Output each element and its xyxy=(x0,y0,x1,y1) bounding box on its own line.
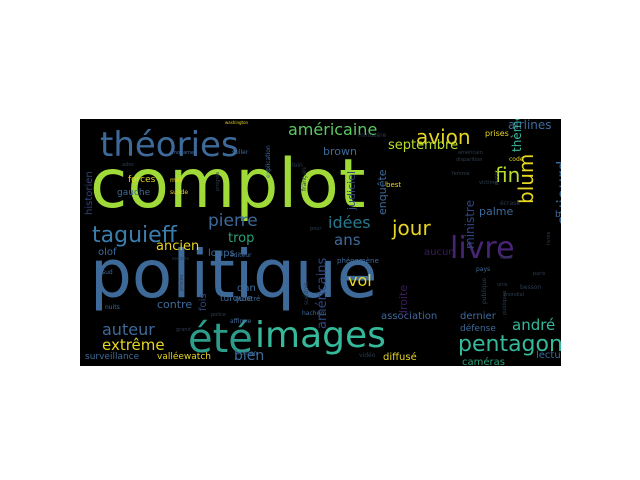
cloud-word: historien xyxy=(84,171,95,215)
cloud-word: livres xyxy=(546,231,552,245)
cloud-word: extrême xyxy=(102,336,165,354)
cloud-word: suédois xyxy=(303,282,310,305)
cloud-word: procès xyxy=(178,274,185,291)
cloud-word: caméras xyxy=(462,356,505,366)
word-cloud-panel: complot politique été images théories livre ta… xyxy=(80,119,561,366)
cloud-word: washington xyxy=(225,120,249,125)
cloud-word: taguieff xyxy=(92,223,178,248)
cloud-word: lecture xyxy=(536,350,561,361)
cloud-word: théories xyxy=(100,125,239,165)
cloud-word: succès xyxy=(172,255,189,262)
cloud-word: forces xyxy=(128,175,156,185)
cloud-word: bien xyxy=(234,348,264,364)
cloud-word: unis xyxy=(497,282,508,288)
cloud-word: explication xyxy=(265,145,272,178)
cloud-word: aujourd xyxy=(554,160,561,225)
cloud-word: turquie xyxy=(220,294,253,304)
cloud-word: mohamed xyxy=(172,150,197,156)
cloud-word: disparition xyxy=(456,157,482,163)
cloud-word: judiciel xyxy=(345,171,358,211)
cloud-word: pentagone xyxy=(458,332,561,357)
cloud-word: grand xyxy=(176,327,191,333)
cloud-word: livre xyxy=(450,231,515,266)
cloud-word: défense xyxy=(460,323,496,334)
cloud-word: vidéo xyxy=(359,352,376,359)
cloud-word: publiques xyxy=(502,290,508,315)
cloud-word: fin xyxy=(495,163,520,187)
cloud-word: loups xyxy=(208,248,235,259)
cloud-word: ministère xyxy=(358,132,386,139)
cloud-word: public xyxy=(494,170,500,185)
cloud-word: best xyxy=(386,181,401,189)
cloud-word: dernier xyxy=(460,311,497,322)
cloud-word: ministre xyxy=(463,200,477,249)
cloud-word: blum xyxy=(514,154,538,204)
cloud-word: valléewatch xyxy=(157,351,211,362)
cloud-word: pays xyxy=(476,266,490,273)
cloud-word: contre xyxy=(157,298,192,311)
cloud-word: écrasé xyxy=(500,200,520,207)
cloud-word: ans xyxy=(334,231,361,249)
cloud-word: pour xyxy=(310,226,322,232)
cloud-word: montré xyxy=(235,295,260,303)
cloud-word: affirme xyxy=(230,318,252,325)
cloud-word: code xyxy=(509,156,524,163)
cloud-word: avion xyxy=(416,125,471,149)
cloud-word: gauche xyxy=(117,188,151,198)
cloud-word: airlines xyxy=(508,119,552,132)
cloud-word: auteur xyxy=(102,320,155,339)
cloud-word: olof xyxy=(98,247,117,258)
cloud-word: idées xyxy=(328,213,371,232)
cloud-word: loin xyxy=(292,162,303,169)
cloud-word: mal xyxy=(170,177,182,184)
cloud-word: aucun xyxy=(424,247,455,258)
cloud-word: victime xyxy=(479,180,497,186)
cloud-word: phénomène xyxy=(337,257,379,265)
cloud-word: américains xyxy=(315,257,330,329)
cloud-word: prises xyxy=(485,129,509,138)
cloud-word: septembre xyxy=(388,138,458,153)
cloud-word: roman xyxy=(238,350,258,357)
cloud-word: association xyxy=(381,311,437,322)
cloud-word: progrès xyxy=(214,172,221,191)
cloud-word: été xyxy=(188,316,253,362)
cloud-word: dan xyxy=(237,283,256,294)
cloud-word: ancien xyxy=(156,239,199,254)
cloud-word: seller xyxy=(232,149,249,156)
cloud-word: images xyxy=(255,315,386,356)
cloud-word: hachem xyxy=(302,310,326,317)
cloud-word: français xyxy=(301,167,308,191)
cloud-word: mondial xyxy=(504,292,524,298)
cloud-word: palme xyxy=(479,205,513,218)
cloud-word: ben xyxy=(555,210,561,220)
cloud-word: droite xyxy=(397,285,410,317)
cloud-word: éditeur xyxy=(230,252,252,259)
cloud-word: complot xyxy=(90,145,366,224)
cloud-word: ados xyxy=(122,162,134,168)
cloud-word: thème xyxy=(510,119,524,152)
cloud-word: police xyxy=(211,312,226,318)
cloud-word: américaine xyxy=(288,120,377,139)
cloud-word: surveillance xyxy=(85,352,140,362)
cloud-word: sens xyxy=(500,255,512,261)
cloud-word: paris xyxy=(533,271,546,277)
cloud-word: américain xyxy=(458,149,483,156)
cloud-word: trop xyxy=(228,231,254,246)
cloud-word: femme xyxy=(452,171,470,177)
cloud-word: publique xyxy=(481,278,488,304)
cloud-word: besson xyxy=(520,284,541,291)
cloud-word: suède xyxy=(170,189,188,196)
cloud-word: sud xyxy=(102,269,113,276)
cloud-word: politique xyxy=(90,236,378,313)
cloud-word: brown xyxy=(323,145,357,158)
cloud-word: jour xyxy=(391,216,431,240)
cloud-word: vol xyxy=(348,271,372,290)
cloud-word: fois xyxy=(198,293,209,311)
cloud-word: diffusé xyxy=(383,351,417,363)
cloud-word: enquête xyxy=(376,169,389,215)
cloud-word: pierre xyxy=(208,211,258,231)
cloud-word: nuits xyxy=(105,304,120,311)
cloud-word: andré xyxy=(512,316,555,334)
